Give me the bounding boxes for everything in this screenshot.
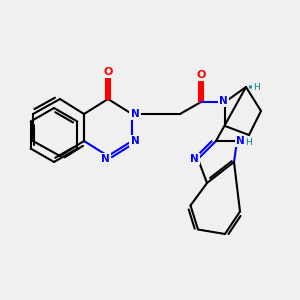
Text: N: N	[190, 154, 199, 164]
Text: N: N	[219, 95, 228, 106]
Text: O: O	[196, 70, 206, 80]
Text: N: N	[130, 136, 140, 146]
Text: H: H	[253, 82, 260, 91]
Text: N: N	[100, 154, 109, 164]
Text: N: N	[236, 136, 245, 146]
Text: H: H	[245, 138, 252, 147]
Text: N: N	[130, 109, 140, 119]
Text: O: O	[103, 67, 113, 77]
